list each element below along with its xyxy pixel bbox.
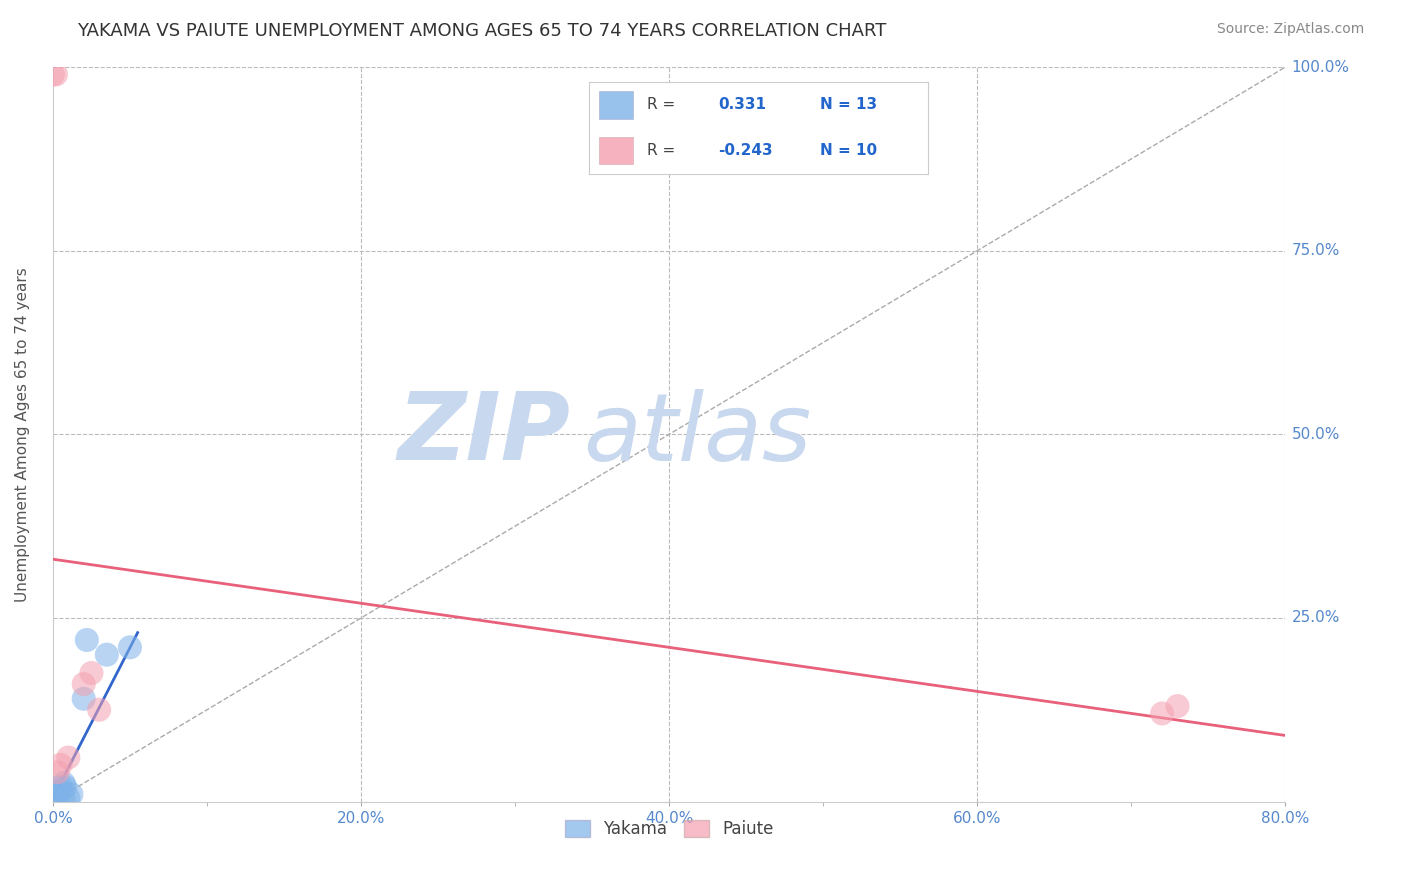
Text: 25.0%: 25.0% (1292, 610, 1340, 625)
Text: ZIP: ZIP (398, 388, 571, 480)
Text: YAKAMA VS PAIUTE UNEMPLOYMENT AMONG AGES 65 TO 74 YEARS CORRELATION CHART: YAKAMA VS PAIUTE UNEMPLOYMENT AMONG AGES… (77, 22, 887, 40)
Text: 75.0%: 75.0% (1292, 244, 1340, 258)
Point (46, 765, 69, 780)
Text: 50.0%: 50.0% (1292, 427, 1340, 442)
Point (49, 783, 72, 797)
Point (42, 67, 65, 81)
Text: atlas: atlas (583, 389, 811, 480)
Point (58, 750, 80, 764)
Point (46, 787, 69, 801)
Point (60, 787, 83, 801)
Point (1167, 699, 1189, 714)
Point (49, 757, 72, 772)
Point (52, 776, 75, 790)
Point (58, 791, 80, 805)
Point (73, 691, 96, 706)
Point (80, 666, 103, 681)
Y-axis label: Unemployment Among Ages 65 to 74 years: Unemployment Among Ages 65 to 74 years (15, 267, 30, 602)
Point (49, 780, 72, 794)
Point (1152, 706, 1174, 721)
Text: Source: ZipAtlas.com: Source: ZipAtlas.com (1216, 22, 1364, 37)
Point (53, 780, 76, 794)
Point (96, 648, 118, 662)
Point (42, 791, 65, 805)
Point (45, 67, 67, 81)
Point (118, 640, 141, 655)
Point (76, 632, 98, 647)
Point (89, 703, 111, 717)
Point (73, 677, 96, 691)
Text: 100.0%: 100.0% (1292, 60, 1350, 75)
Point (52, 791, 75, 805)
Legend: Yakama, Paiute: Yakama, Paiute (558, 814, 780, 845)
